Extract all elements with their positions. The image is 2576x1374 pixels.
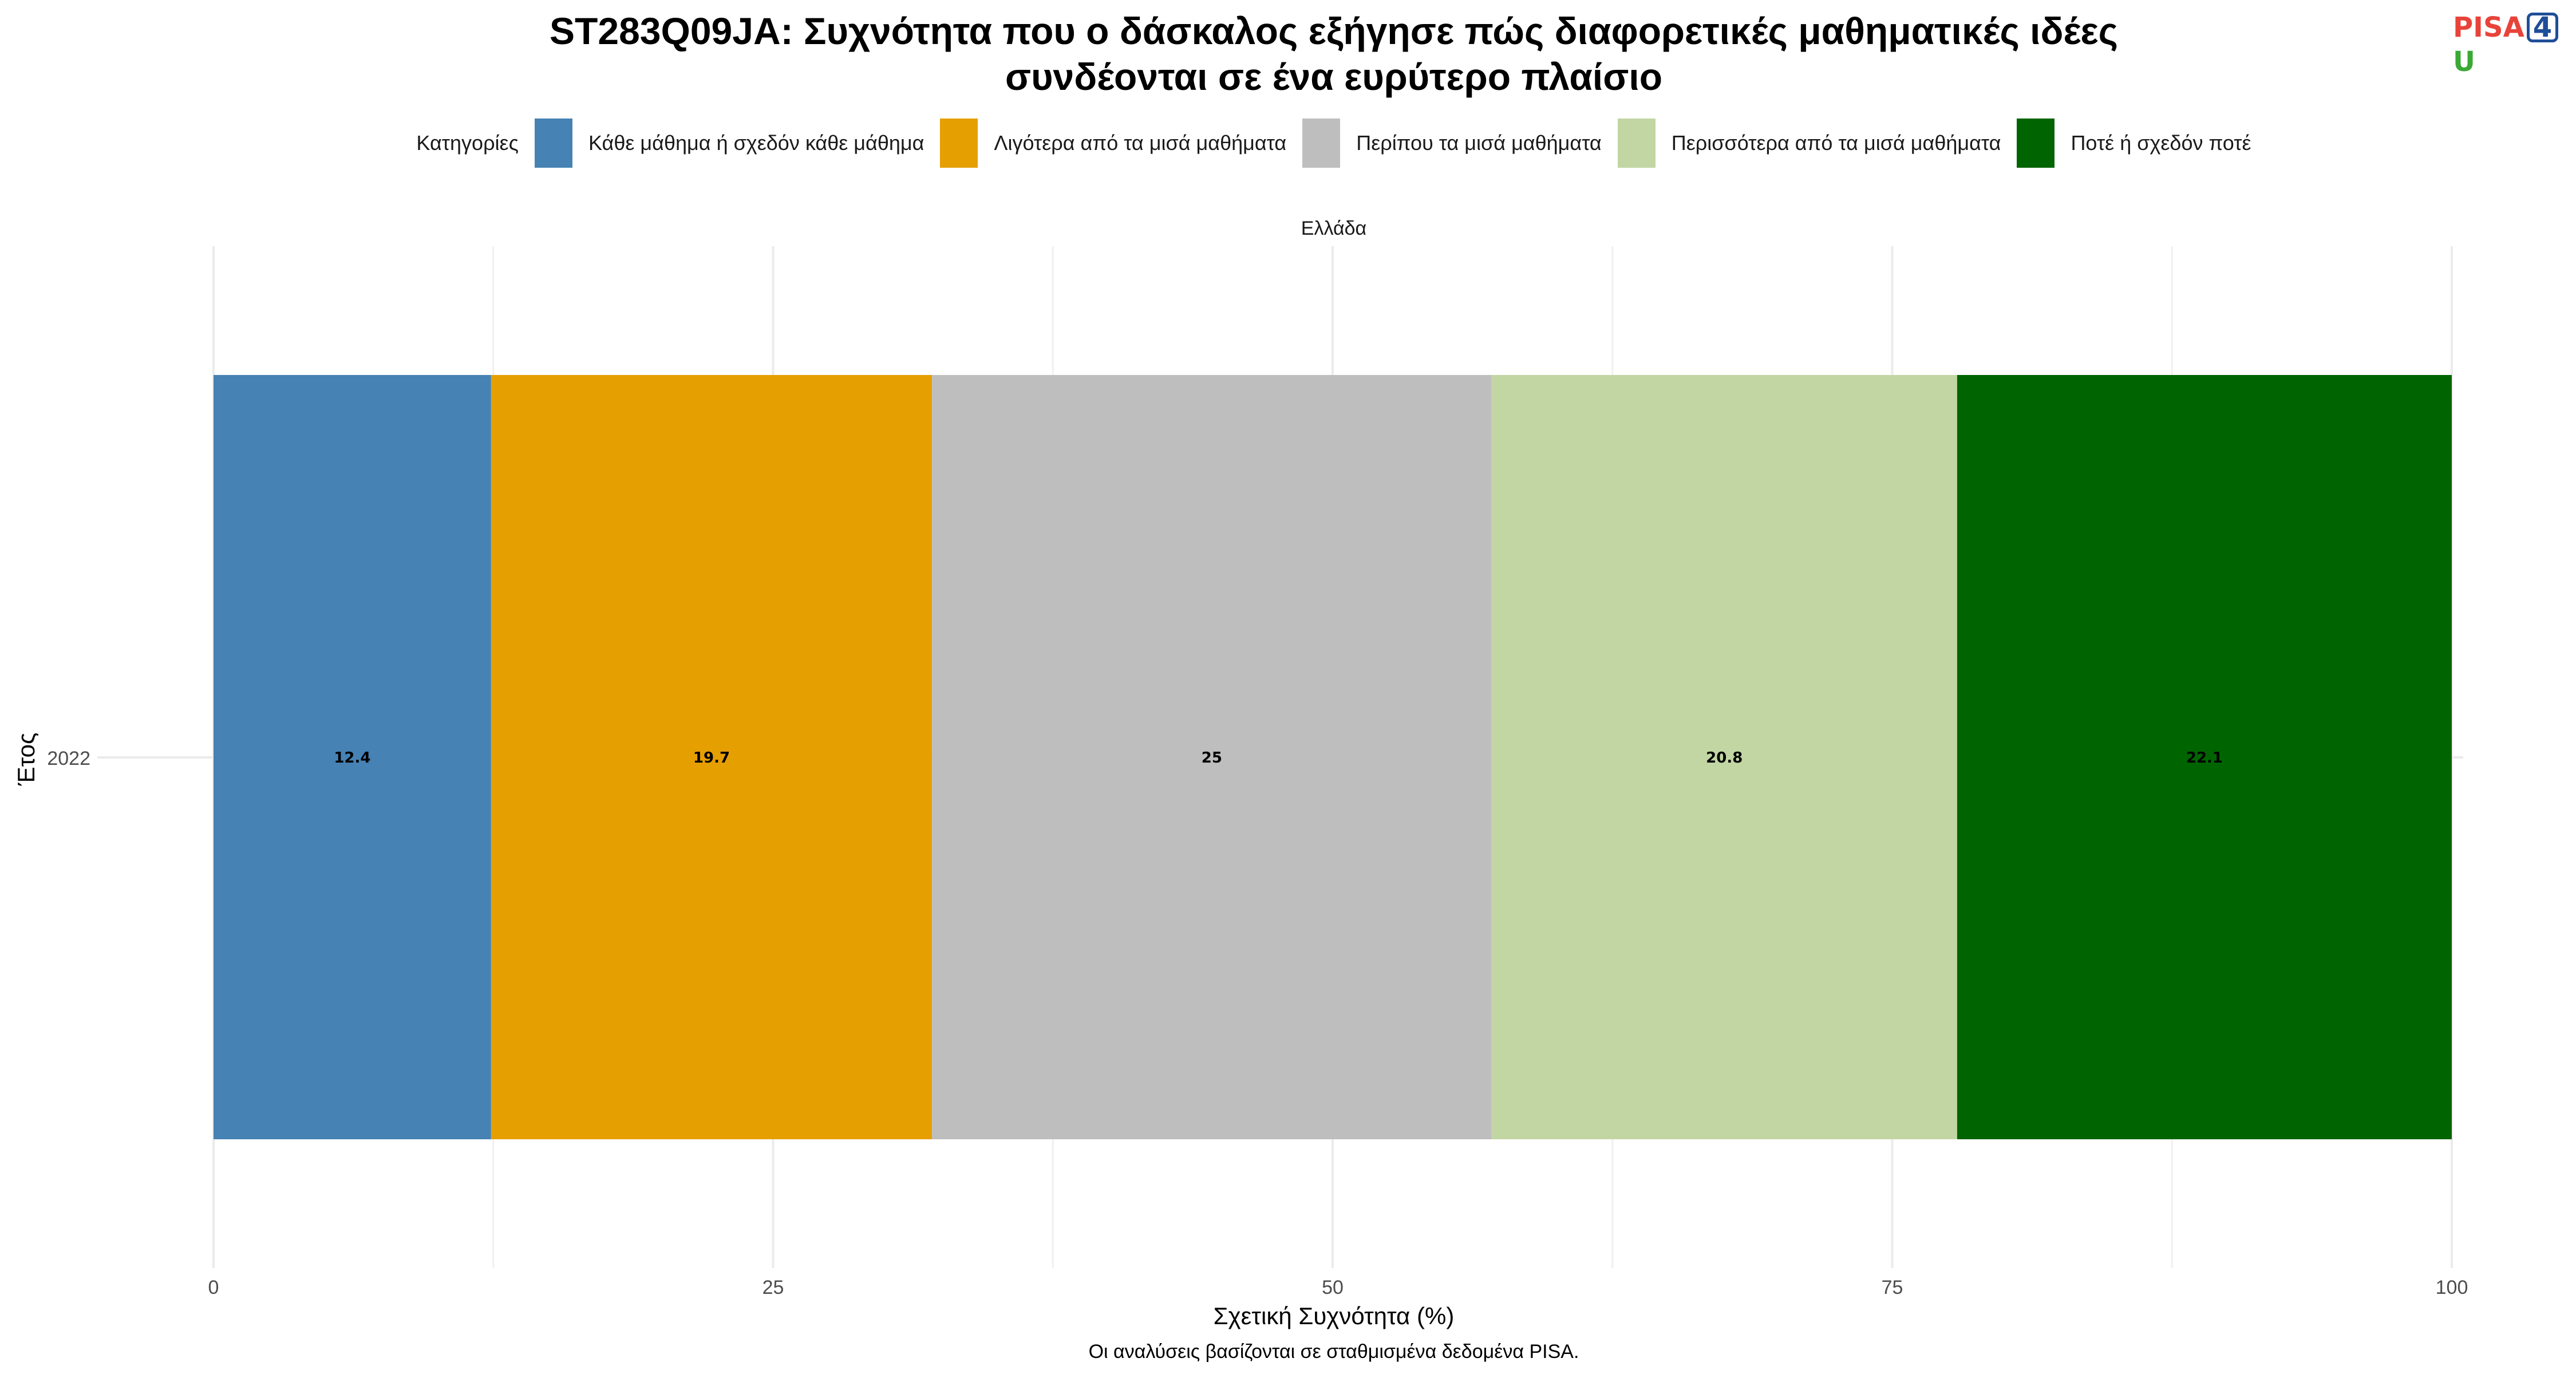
y-tick-label: 2022	[47, 748, 90, 769]
pisa4u-logo: PISA 4U	[2453, 10, 2576, 79]
legend-item-never: Ποτέ ή σχεδόν ποτέ	[2017, 119, 2251, 168]
bar-value-label: 20.8	[1706, 749, 1743, 767]
bars	[214, 375, 2452, 1139]
legend-label: Περίπου τα μισά μαθήματα	[1356, 131, 1602, 155]
bar-segment	[214, 375, 491, 1139]
bar-segment	[1491, 375, 1957, 1139]
legend-label: Κάθε μάθημα ή σχεδόν κάθε μάθημα	[588, 131, 924, 155]
chart-title-line-2: συνδέονται σε ένα ευρύτερο πλαίσιο	[1005, 56, 1663, 98]
legend-item-about-half: Περίπου τα μισά μαθήματα	[1302, 119, 1602, 168]
legend-swatch	[2017, 119, 2055, 168]
caption: Οι αναλύσεις βασίζονται σε σταθμισμένα δ…	[1089, 1341, 1579, 1363]
facet-label: Ελλάδα	[1301, 218, 1366, 239]
x-tick-label: 25	[762, 1277, 784, 1298]
legend-label: Ποτέ ή σχεδόν ποτέ	[2071, 131, 2251, 155]
bar-segment	[932, 375, 1492, 1139]
legend: Κατηγορίες Κάθε μάθημα ή σχεδόν κάθε μάθ…	[0, 117, 2576, 169]
legend-label: Λιγότερα από τα μισά μαθήματα	[994, 131, 1287, 155]
bar-labels: 12.4 19.7 25 20.8 22.1	[334, 749, 2223, 767]
bar-segment	[1957, 375, 2452, 1139]
x-tick-labels: 0 25 50 75 100	[208, 1277, 2468, 1298]
legend-item-more-than-half: Περισσότερα από τα μισά μαθήματα	[1617, 119, 2001, 168]
legend-title: Κατηγορίες	[416, 131, 519, 155]
x-tick-label: 100	[2436, 1277, 2468, 1298]
bar-segment	[491, 375, 933, 1139]
x-tick-label: 75	[1882, 1277, 1903, 1298]
legend-swatch	[1302, 119, 1341, 168]
bar-value-label: 22.1	[2186, 749, 2223, 767]
chart-title-line-1: ST283Q09JA: Συχνότητα που ο δάσκαλος εξή…	[550, 10, 2118, 52]
legend-swatch	[940, 119, 978, 168]
legend-item-every-lesson: Κάθε μάθημα ή σχεδόν κάθε μάθημα	[534, 119, 924, 168]
legend-swatch	[534, 119, 572, 168]
x-tick-label: 50	[1322, 1277, 1344, 1298]
x-tick-label: 0	[208, 1277, 219, 1298]
bar-value-label: 25	[1202, 749, 1222, 767]
legend-label: Περισσότερα από τα μισά μαθήματα	[1671, 131, 2001, 155]
chart-title: ST283Q09JA: Συχνότητα που ο δάσκαλος εξή…	[0, 8, 2576, 100]
bar-value-label: 19.7	[693, 749, 730, 767]
legend-swatch	[1617, 119, 1656, 168]
y-axis-title: Έτος	[13, 733, 39, 787]
bar-value-label: 12.4	[334, 749, 370, 767]
legend-item-less-than-half: Λιγότερα από τα μισά μαθήματα	[940, 119, 1286, 168]
x-axis-title: Σχετική Συχνότητα (%)	[1214, 1302, 1455, 1329]
